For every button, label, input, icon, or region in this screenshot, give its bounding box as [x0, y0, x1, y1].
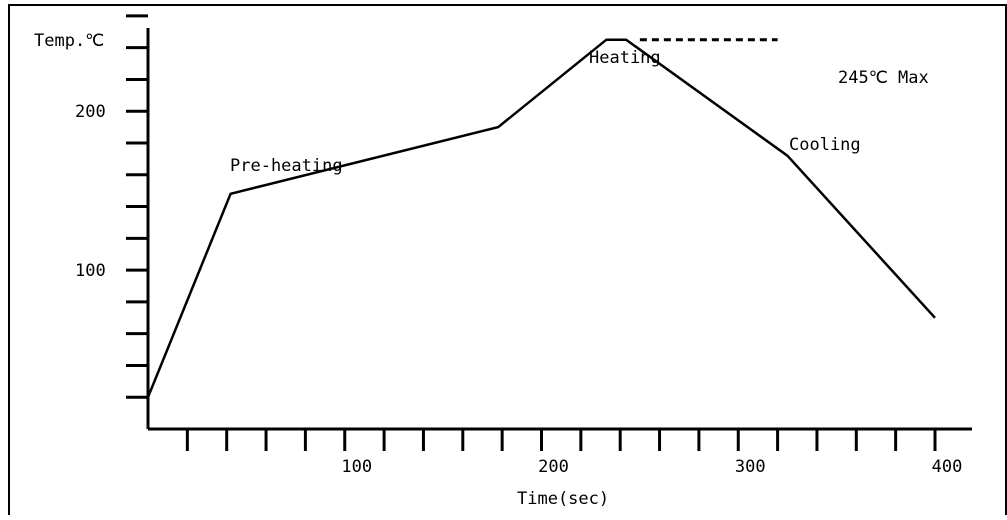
preheat-label: Pre-heating [230, 156, 343, 176]
temperature-profile-line [146, 38, 936, 398]
chart-border [8, 4, 1007, 515]
x-tick-label: 300 [735, 457, 766, 477]
x-ticks [185, 429, 937, 451]
max-temperature-label: 245℃ Max [838, 68, 929, 88]
y-ticks [126, 14, 148, 399]
y-tick-label: 100 [75, 261, 106, 281]
y-axis-label: Temp.℃ [34, 31, 104, 51]
y-tick-label: 200 [75, 102, 106, 122]
x-tick-label: 100 [341, 457, 372, 477]
x-axis-label: Time(sec) [517, 489, 609, 509]
x-tick-labels: 100 200 300 400 [341, 457, 962, 477]
x-tick-label: 200 [538, 457, 569, 477]
x-tick-label: 400 [932, 457, 963, 477]
heating-label: Heating [589, 48, 661, 68]
cooling-label: Cooling [789, 135, 861, 155]
y-tick-labels: 100 200 [75, 102, 106, 281]
